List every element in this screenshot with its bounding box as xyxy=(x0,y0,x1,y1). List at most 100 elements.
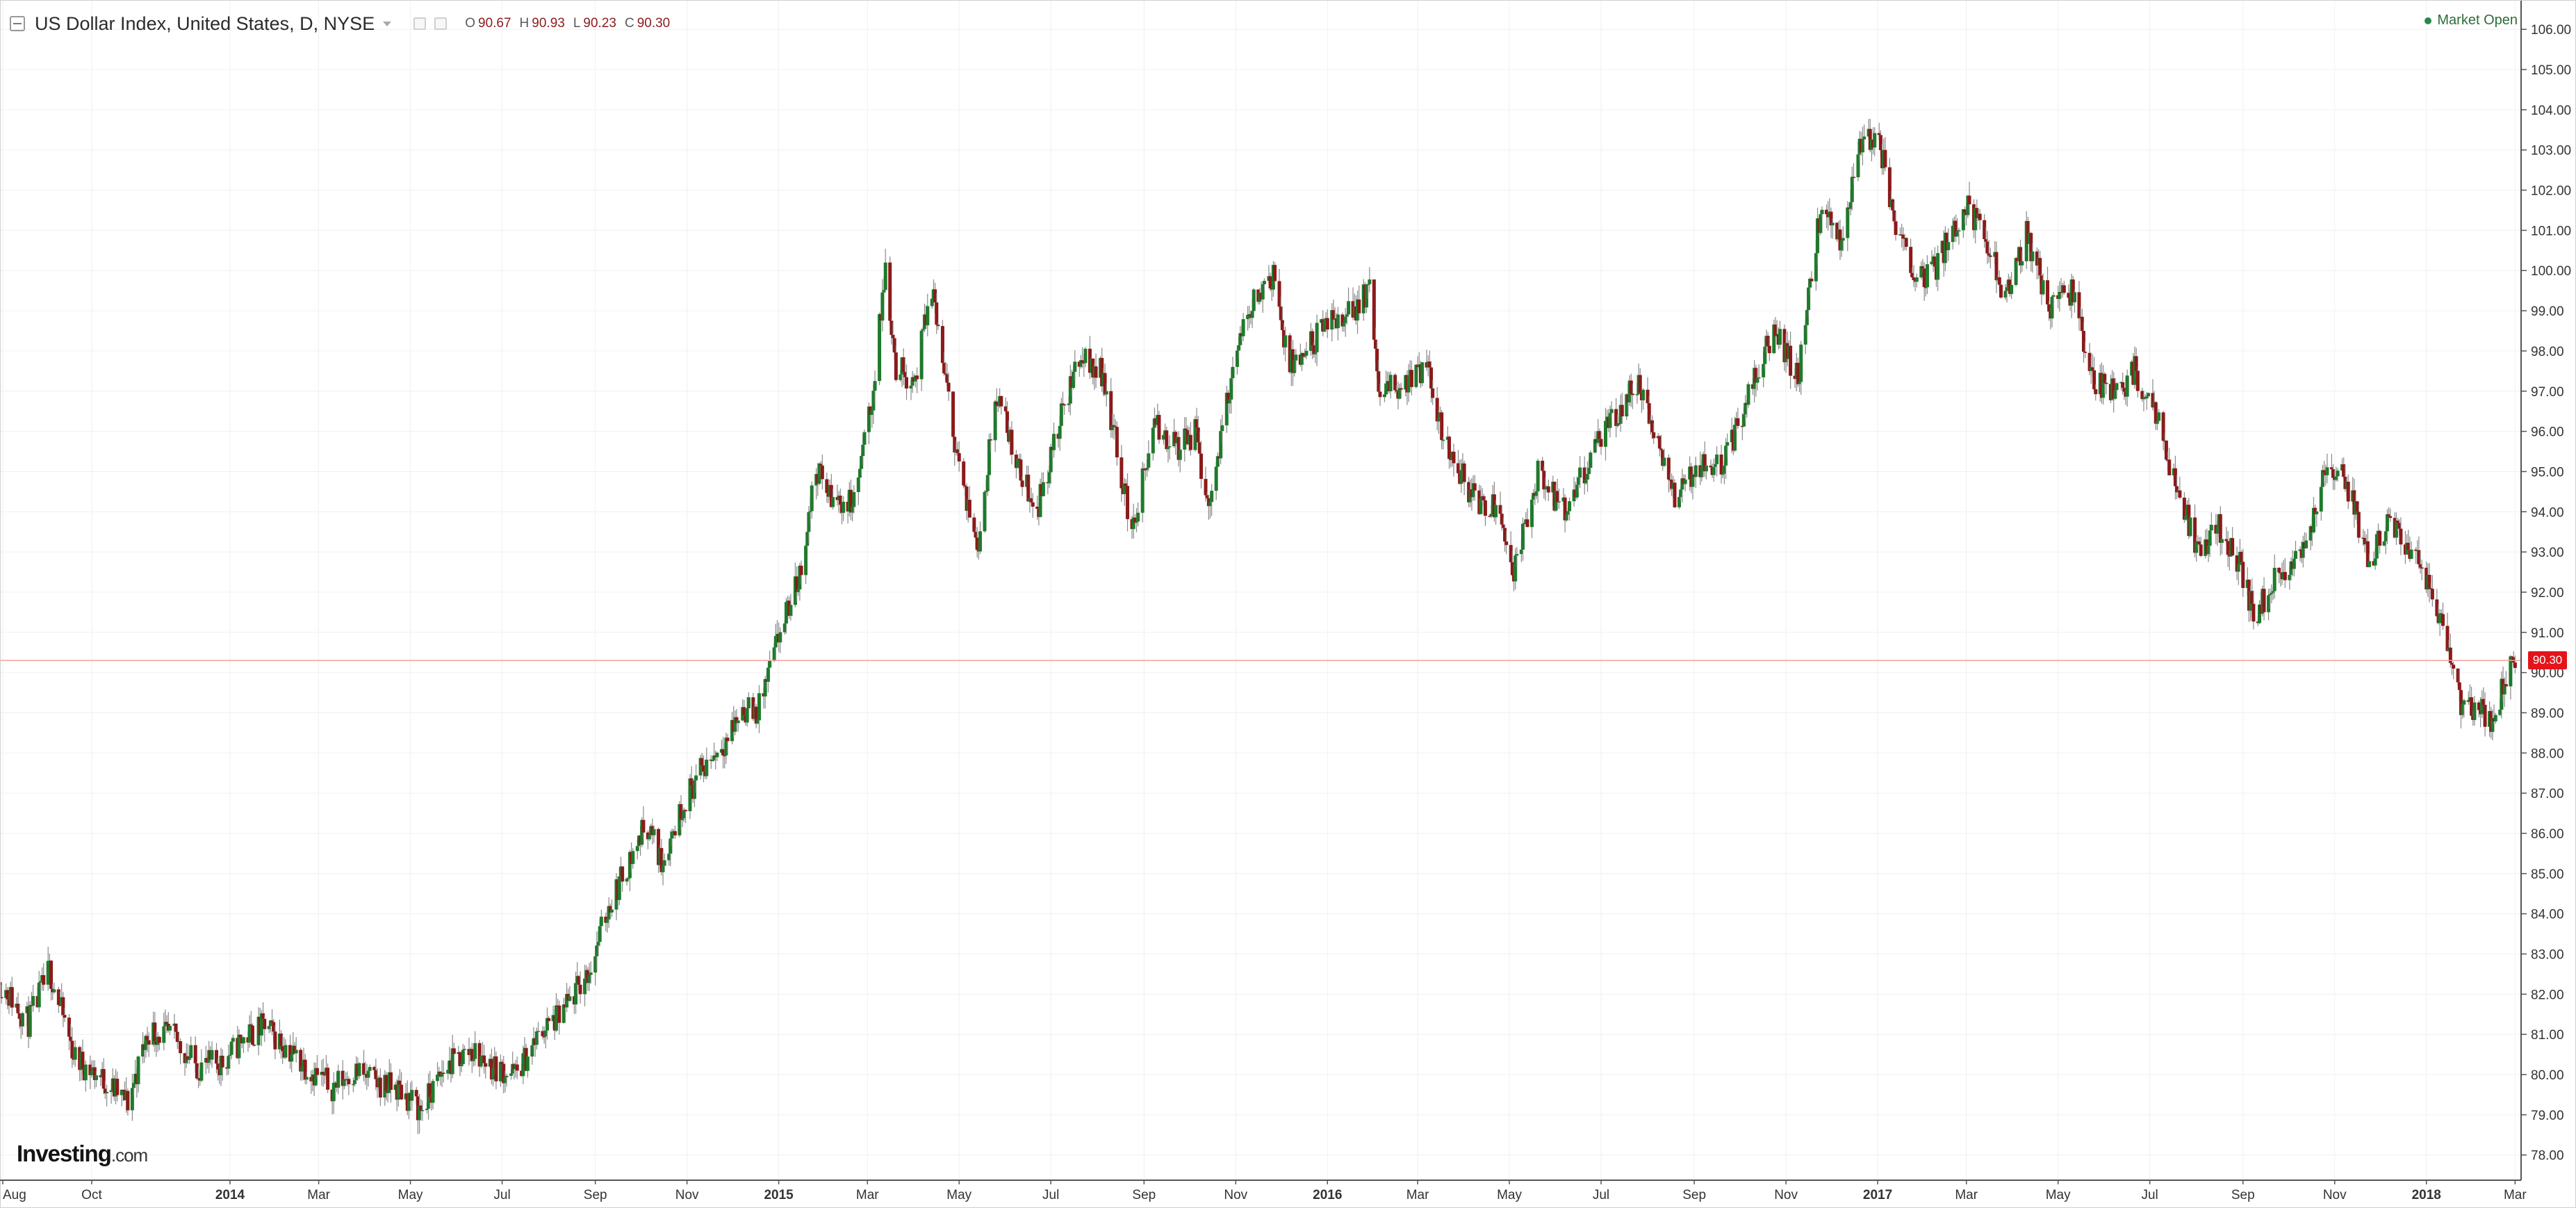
candle-body-up xyxy=(521,1053,525,1077)
candle-body-down xyxy=(1542,471,1546,490)
candle-body-down xyxy=(1195,419,1199,428)
candle-body-down xyxy=(500,1061,504,1064)
candle-body-up xyxy=(52,989,56,993)
candle-body-up xyxy=(1577,478,1581,485)
candle-body-down xyxy=(1994,252,1999,281)
candle-body-down xyxy=(16,1004,20,1013)
candle-body-up xyxy=(136,1056,140,1084)
candle-body-down xyxy=(1061,403,1065,405)
candle-body-up xyxy=(1336,314,1340,329)
candle-body-up xyxy=(745,708,749,723)
candle xyxy=(418,1093,422,1134)
candle-body-down xyxy=(452,1048,456,1054)
candle-body-down xyxy=(1205,495,1209,498)
candle xyxy=(679,794,683,831)
candle xyxy=(1262,278,1266,290)
candle-body-down xyxy=(2226,541,2230,555)
candle xyxy=(400,1072,404,1100)
candle-body-down xyxy=(1754,368,1758,383)
x-tick-label: 2016 xyxy=(1313,1188,1342,1202)
candle-body-up xyxy=(1058,425,1062,439)
candle xyxy=(919,328,924,391)
candle-body-up xyxy=(2304,540,2308,548)
candle-body-down xyxy=(975,537,979,550)
candle xyxy=(2081,322,2085,363)
candle xyxy=(482,1044,486,1074)
candle xyxy=(1122,478,1126,507)
candle-body-down xyxy=(820,465,824,480)
candle xyxy=(1830,218,1835,239)
hide-icon[interactable] xyxy=(434,17,448,30)
candle-body-down xyxy=(1020,480,1024,487)
chevron-down-icon[interactable] xyxy=(383,21,392,26)
candle xyxy=(942,352,946,376)
candle xyxy=(2513,655,2517,674)
candle-body-up xyxy=(431,1081,435,1103)
instrument-title[interactable]: US Dollar Index, United States, D, NYSE xyxy=(35,13,375,34)
candle-body-down xyxy=(2094,389,2098,395)
candle xyxy=(1820,206,1824,220)
candle xyxy=(288,1034,293,1070)
candle-body-up xyxy=(805,532,810,546)
candle xyxy=(1366,283,1370,298)
candle xyxy=(795,566,799,602)
candle-body-up xyxy=(396,1080,400,1100)
candle xyxy=(2135,366,2140,398)
candle xyxy=(247,1015,252,1048)
candle xyxy=(1679,487,1683,502)
candle xyxy=(692,777,696,808)
y-axis[interactable]: 78.00 79.00 80.00 81.00 82.00 83.00 84.00 85.00… xyxy=(2520,0,2571,1180)
candle xyxy=(962,458,966,489)
candle-body-up xyxy=(471,1059,475,1061)
candle-body-up xyxy=(1073,361,1077,372)
candle xyxy=(494,1051,498,1090)
candle-body-down xyxy=(972,517,976,532)
collapse-legend-icon[interactable] xyxy=(10,16,25,31)
candle xyxy=(2206,543,2210,562)
candle xyxy=(147,1032,151,1057)
candle-body-up xyxy=(2394,520,2398,538)
candle xyxy=(1652,423,1656,444)
candle-body-up xyxy=(237,1034,241,1059)
candle-body-up xyxy=(858,468,862,478)
candle xyxy=(712,742,716,760)
candle-body-up xyxy=(1304,350,1308,356)
candle-body-up xyxy=(2311,507,2315,532)
candle-body-down xyxy=(1017,458,1022,460)
candle xyxy=(935,293,939,334)
candle-body-down xyxy=(1375,348,1379,372)
candle xyxy=(1414,364,1418,389)
candle-body-down xyxy=(894,352,898,380)
candle-body-down xyxy=(2121,382,2125,388)
candle-body-up xyxy=(589,972,593,975)
candle-body-up xyxy=(883,262,887,291)
candle-body-up xyxy=(873,381,877,391)
candle-body-down xyxy=(742,707,746,715)
candle-body-up xyxy=(268,1020,272,1027)
candle-body-up xyxy=(662,860,666,866)
candle-body-up xyxy=(808,511,812,512)
candle-body-up xyxy=(1519,549,1523,555)
candle-body-up xyxy=(188,1058,192,1060)
candle xyxy=(10,977,14,1016)
settings-icon[interactable] xyxy=(413,17,427,30)
candle-body-down xyxy=(10,987,14,1008)
candle-body-up xyxy=(1713,464,1717,467)
candle-body-down xyxy=(657,829,661,865)
candle-body-up xyxy=(105,1092,109,1094)
candle xyxy=(1302,352,1306,364)
candle-body-down xyxy=(1766,336,1770,346)
candle-body-down xyxy=(1541,460,1545,471)
candle-body-down xyxy=(659,848,664,872)
x-axis[interactable]: Aug Oct 2014 Mar May Jul Sep Nov 2015 Mar May Jul Se… xyxy=(2,1180,2527,1202)
y-tick-label: 95.00 xyxy=(2531,465,2564,480)
candle-body-down xyxy=(2151,393,2155,408)
candle xyxy=(2384,527,2388,555)
candle xyxy=(250,1023,254,1045)
candle-body-up xyxy=(120,1089,124,1095)
candle-body-up xyxy=(1345,314,1349,317)
candle xyxy=(967,486,971,519)
candle xyxy=(709,755,713,769)
candle-body-up xyxy=(353,1080,357,1084)
